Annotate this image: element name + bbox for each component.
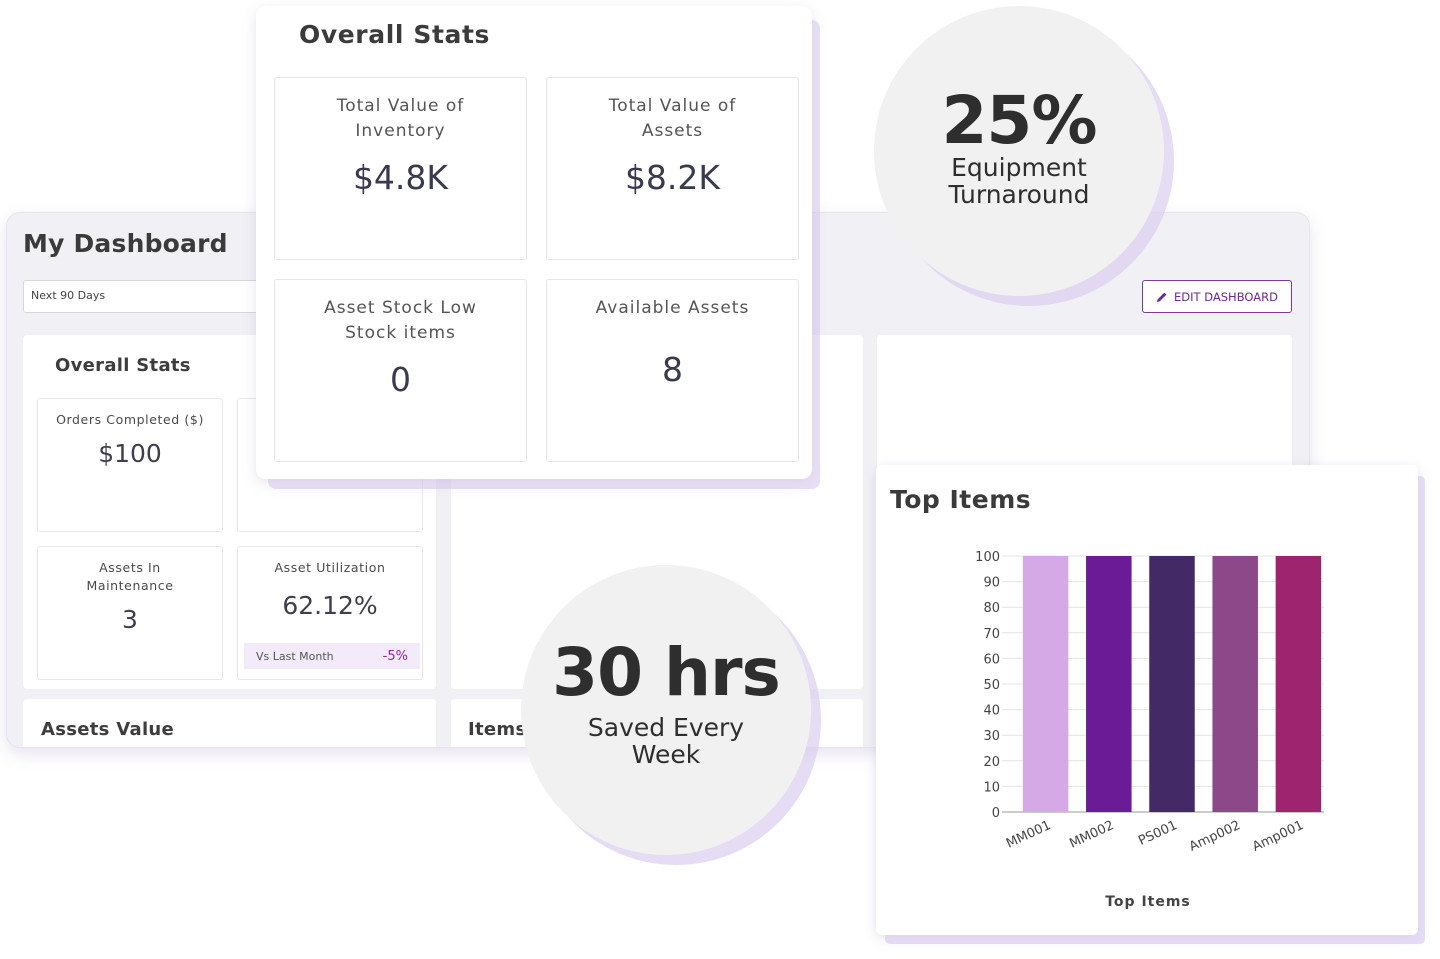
turnaround-value: 25% (941, 82, 1098, 159)
assets-value-panel: Assets Value (23, 699, 436, 747)
turnaround-caption-line2: Turnaround (948, 180, 1090, 209)
edit-dashboard-button[interactable]: EDIT DASHBOARD (1142, 280, 1292, 313)
x-tick-label: MM002 (1067, 818, 1116, 852)
orders-completed-value: $100 (98, 439, 162, 468)
low-stock-label: Asset Stock Low Stock items (275, 296, 526, 346)
low-stock-label-line1: Asset Stock Low (324, 298, 477, 318)
x-axis-title: Top Items (1105, 894, 1191, 910)
available-assets-label-line1: Available Assets (595, 298, 750, 318)
overall-stats-card: Overall Stats Total Value of Inventory $… (256, 6, 812, 479)
saved-hours-callout: 30 hrs Saved Every Week (521, 565, 811, 855)
y-tick-label: 60 (983, 652, 1000, 667)
pencil-icon (1157, 292, 1167, 302)
x-tick-label: Amp001 (1250, 818, 1306, 855)
comparison-delta: -5% (382, 648, 408, 664)
items-title: Items (468, 719, 527, 740)
low-stock-value: 0 (390, 360, 411, 399)
y-tick-label: 70 (983, 627, 1000, 642)
inventory-value-label-line1: Total Value of (336, 96, 465, 116)
asset-utilization-label: Asset Utilization (274, 560, 386, 575)
bar-mm001[interactable] (1022, 556, 1069, 812)
y-tick-label: 80 (983, 601, 1000, 616)
saved-hours-caption-line2: Week (631, 740, 701, 769)
assets-value-label-line1: Total Value of (608, 96, 737, 116)
bar-ps001[interactable] (1149, 556, 1195, 812)
assets-value: $8.2K (624, 158, 721, 197)
turnaround-callout: 25% Equipment Turnaround (874, 6, 1164, 296)
page-title: My Dashboard (23, 229, 228, 258)
bar-mm002[interactable] (1086, 556, 1132, 812)
asset-utilization-value: 62.12% (282, 591, 378, 620)
overall-stats-panel: Overall Stats Orders Completed ($) $100 … (23, 335, 436, 689)
orders-completed-label: Orders Completed ($) (56, 412, 204, 427)
edit-dashboard-label: EDIT DASHBOARD (1174, 289, 1278, 304)
available-assets-value: 8 (662, 350, 683, 389)
inventory-value-label-line2: Inventory (355, 121, 446, 141)
low-stock-label-line2: Stock items (345, 323, 456, 343)
x-tick-label: MM001 (1004, 818, 1053, 852)
comparison-strip: Vs Last Month -5% (244, 643, 420, 669)
saved-hours-value: 30 hrs (552, 634, 781, 711)
saved-hours-caption-line1: Saved Every (587, 713, 745, 742)
x-tick-label: Amp002 (1187, 818, 1243, 855)
y-tick-label: 90 (983, 576, 1000, 591)
y-tick-label: 100 (975, 550, 1000, 565)
comparison-label: Vs Last Month (256, 649, 334, 663)
low-stock-card: Asset Stock Low Stock items 0 (274, 279, 527, 462)
assets-in-maintenance-label: Assets In Maintenance (86, 560, 174, 593)
assets-value-label-line2: Assets (641, 121, 704, 141)
bar-amp001[interactable] (1275, 556, 1322, 812)
y-tick-label: 0 (992, 806, 1000, 821)
y-tick-label: 40 (983, 704, 1000, 719)
assets-value-label: Total Value of Assets (547, 94, 798, 144)
date-range-select[interactable]: Next 90 Days (23, 280, 283, 313)
x-tick-label: PS001 (1136, 818, 1179, 849)
assets-value-card: Total Value of Assets $8.2K (546, 77, 799, 260)
inventory-value: $4.8K (352, 158, 449, 197)
assets-in-maintenance-card: Assets In Maintenance 3 (37, 546, 223, 680)
top-items-title: Top Items (890, 485, 1032, 514)
top-items-chart: 0 10 20 30 40 50 60 70 80 90 100 MM001 MM002 PS001 Amp… (975, 550, 1324, 910)
y-tick-label: 30 (983, 729, 1000, 744)
bar-amp002[interactable] (1212, 556, 1258, 812)
y-tick-label: 10 (983, 780, 1000, 795)
turnaround-caption-line1: Equipment (951, 153, 1087, 182)
top-items-card: Top Items 0 10 20 30 40 50 60 70 80 90 100 MM001 MM0… (876, 465, 1418, 935)
inventory-value-card: Total Value of Inventory $4.8K (274, 77, 527, 260)
available-assets-card: Available Assets 8 (546, 279, 799, 462)
asset-utilization-card: Asset Utilization 62.12% Vs Last Month -… (237, 546, 423, 680)
inventory-value-label: Total Value of Inventory (275, 94, 526, 144)
y-tick-label: 50 (983, 678, 1000, 693)
orders-completed-card: Orders Completed ($) $100 (37, 398, 223, 532)
assets-in-maintenance-value: 3 (122, 605, 138, 634)
y-tick-label: 20 (983, 755, 1000, 770)
assets-value-title: Assets Value (41, 719, 175, 740)
available-assets-label: Available Assets (547, 296, 798, 321)
overall-stats-title: Overall Stats (55, 355, 191, 376)
overall-stats-heading: Overall Stats (299, 20, 491, 49)
